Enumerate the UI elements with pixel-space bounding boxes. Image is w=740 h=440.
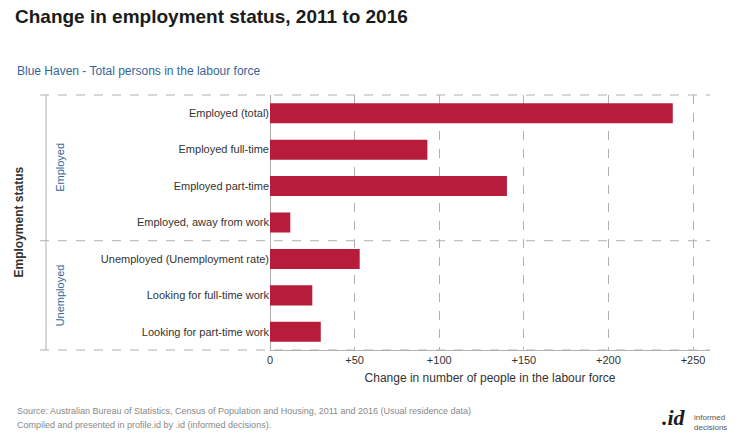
- svg-text:Change in employment status, 2: Change in employment status, 2011 to 201…: [15, 6, 408, 27]
- svg-text:+50: +50: [345, 354, 364, 366]
- svg-text:0: 0: [267, 354, 273, 366]
- svg-text:+250: +250: [681, 354, 706, 366]
- svg-text:Blue Haven - Total persons in: Blue Haven - Total persons in the labour…: [17, 64, 261, 78]
- svg-text:Compiled and presented in prof: Compiled and presented in profile.id by …: [17, 420, 271, 430]
- svg-text:Looking for full-time work: Looking for full-time work: [147, 289, 270, 301]
- svg-text:Unemployed (Unemployment rate): Unemployed (Unemployment rate): [101, 253, 269, 265]
- svg-text:Unemployed: Unemployed: [54, 265, 66, 327]
- svg-text:Employed, away from work: Employed, away from work: [137, 216, 270, 228]
- svg-text:Looking for part-time work: Looking for part-time work: [142, 326, 270, 338]
- svg-text:.id: .id: [662, 405, 686, 430]
- svg-text:Change in number of people in: Change in number of people in the labour…: [365, 371, 616, 385]
- svg-text:Employed part-time: Employed part-time: [174, 180, 269, 192]
- svg-text:+150: +150: [511, 354, 536, 366]
- svg-text:Employed: Employed: [54, 143, 66, 192]
- svg-text:Employment status: Employment status: [12, 166, 26, 277]
- svg-text:Employed (total): Employed (total): [189, 107, 269, 119]
- svg-text:informeddecisions: informeddecisions: [694, 413, 727, 432]
- svg-text:Source: Australian Bureau of S: Source: Australian Bureau of Statistics,…: [17, 406, 471, 416]
- svg-text:Employed full-time: Employed full-time: [179, 143, 269, 155]
- svg-text:+100: +100: [427, 354, 452, 366]
- svg-text:+200: +200: [596, 354, 621, 366]
